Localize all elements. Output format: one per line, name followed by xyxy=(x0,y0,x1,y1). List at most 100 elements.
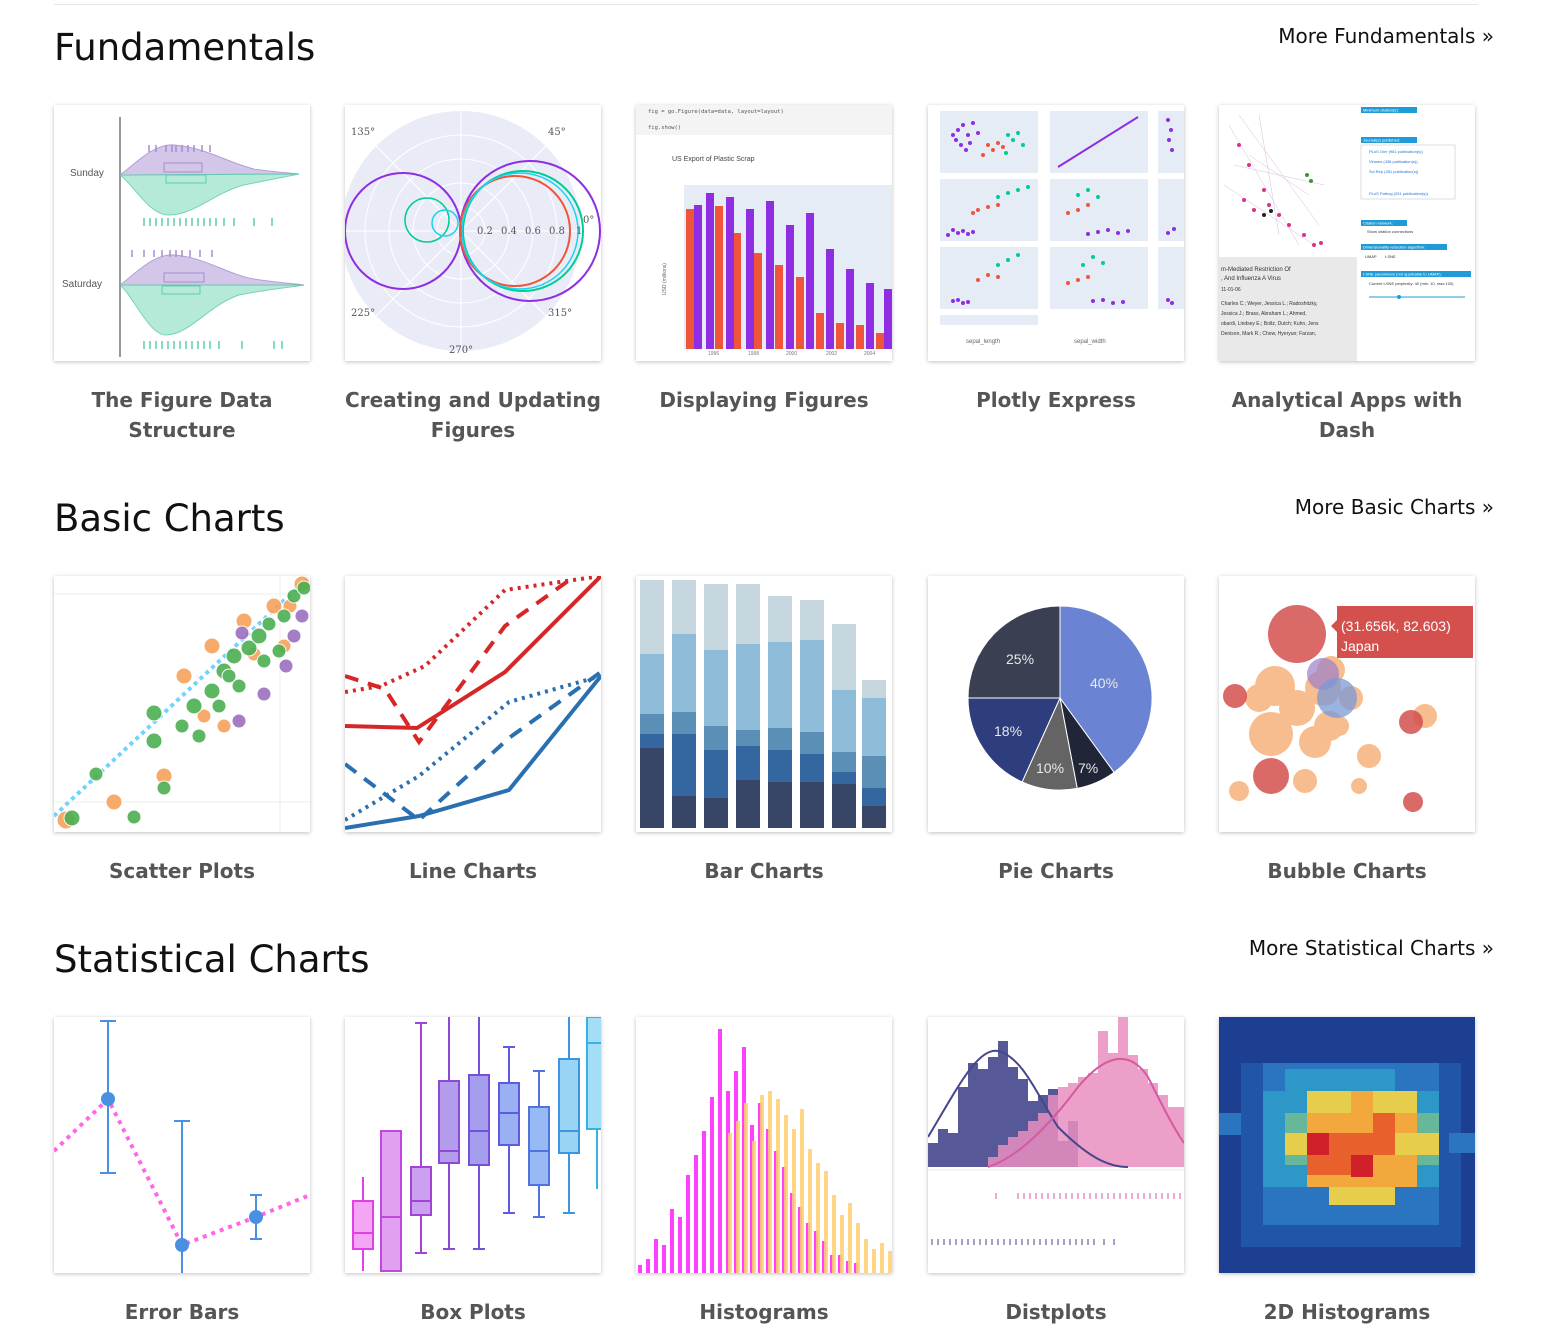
violin-thumbnail[interactable]: Sunday Saturday xyxy=(54,105,310,361)
paper-authors: Jessica J.; Brass, Abraham L.; Ahmed, xyxy=(1221,311,1307,317)
card-label[interactable]: Analytical Apps with Dash xyxy=(1231,388,1463,442)
box-plot-chart xyxy=(352,1017,601,1272)
bubble-tooltip-label: Japan xyxy=(1341,638,1379,654)
stacked-bar-thumbnail[interactable] xyxy=(636,576,892,832)
card-2d-histograms[interactable]: 2D Histograms xyxy=(1219,1017,1475,1327)
2d-histogram-thumbnail[interactable] xyxy=(1219,1017,1475,1273)
violin-label-sunday: Sunday xyxy=(70,168,104,179)
dash-app-thumbnail[interactable]: m-Mediated Restriction Of , And Influenz… xyxy=(1219,105,1475,361)
card-scatter-plots[interactable]: Scatter Plots xyxy=(54,576,310,886)
polar-radial-tick: 0.8 xyxy=(549,226,565,237)
card-label[interactable]: Plotly Express xyxy=(976,388,1136,412)
code-line: fig = go.Figure(data=data, layout=layout… xyxy=(648,109,784,115)
card-label[interactable]: Pie Charts xyxy=(998,859,1114,883)
card-figure-data-structure[interactable]: Sunday Saturday The Figure Data Stru xyxy=(54,105,310,445)
top-divider xyxy=(54,4,1478,5)
dash-radio-option: UMAP xyxy=(1365,254,1377,259)
pie-chart: 25% 40% 18% 10% 7% xyxy=(967,605,1153,791)
card-error-bars[interactable]: Error Bars xyxy=(54,1017,310,1327)
card-box-plots[interactable]: Box Plots xyxy=(345,1017,601,1327)
figure-ylabel: USD (millions) xyxy=(662,263,668,295)
card-analytical-apps-dash[interactable]: m-Mediated Restriction Of , And Influenz… xyxy=(1219,105,1475,445)
violin-chart: Sunday Saturday xyxy=(62,117,305,357)
paper-authors: Denison, Mark R.; Chow, Hyeryun; Farzan, xyxy=(1221,331,1316,337)
polar-thumbnail[interactable]: 135° 45° 0° 225° 315° 270° 0.2 0.4 0.6 0… xyxy=(345,105,601,361)
dash-control-label: Dimensionality reduction algorithm: xyxy=(1363,245,1425,250)
x-tick: 2000 xyxy=(786,351,797,357)
card-label[interactable]: 2D Histograms xyxy=(1263,1300,1431,1324)
dash-control-label: Journal(s) published: xyxy=(1363,138,1400,143)
paper-authors: Charles C.; Weyer, Jessica L.; Radoshitz… xyxy=(1221,301,1318,307)
bubble-tooltip-value: (31.656k, 82.603) xyxy=(1341,618,1451,634)
scatter-thumbnail[interactable] xyxy=(54,576,310,832)
dash-app-preview: m-Mediated Restriction Of , And Influenz… xyxy=(1219,107,1471,361)
paper-title: m-Mediated Restriction Of xyxy=(1221,267,1291,273)
card-label[interactable]: Error Bars xyxy=(124,1300,240,1324)
card-bar-charts[interactable]: Bar Charts xyxy=(636,576,892,886)
card-label[interactable]: The Figure Data Structure xyxy=(91,388,273,442)
card-line-charts[interactable]: Line Charts xyxy=(345,576,601,886)
pie-thumbnail[interactable]: 25% 40% 18% 10% 7% xyxy=(928,576,1184,832)
card-histograms[interactable]: Histograms xyxy=(636,1017,892,1327)
section-title-basic-charts: Basic Charts xyxy=(54,497,285,540)
displaying-figures-thumbnail[interactable]: fig = go.Figure(data=data, layout=layout… xyxy=(636,105,892,361)
x-tick: 1998 xyxy=(748,351,759,357)
card-label[interactable]: Bar Charts xyxy=(704,859,824,883)
stacked-bar-chart xyxy=(640,580,886,828)
bubble-thumbnail[interactable]: (31.656k, 82.603) Japan xyxy=(1219,576,1475,832)
journal-option: PLoS Pathog (251 publication(s)) xyxy=(1369,191,1429,196)
x-tick: 1996 xyxy=(708,351,719,357)
pie-slice-label: 18% xyxy=(994,723,1022,739)
card-label[interactable]: Bubble Charts xyxy=(1267,859,1427,883)
paper-date: 11-01-06 xyxy=(1221,287,1241,293)
card-label[interactable]: Box Plots xyxy=(420,1300,526,1324)
card-label[interactable]: Distplots xyxy=(1005,1300,1107,1324)
polar-radial-tick: 0.6 xyxy=(525,226,541,237)
card-label[interactable]: Displaying Figures xyxy=(659,388,869,412)
card-creating-updating-figures[interactable]: 135° 45° 0° 225° 315° 270° 0.2 0.4 0.6 0… xyxy=(345,105,601,445)
line-thumbnail[interactable] xyxy=(345,576,601,832)
more-fundamentals-link[interactable]: More Fundamentals » xyxy=(1278,24,1494,48)
violin-label-saturday: Saturday xyxy=(62,279,102,290)
polar-radial-tick: 0.4 xyxy=(501,226,517,237)
bar-figure-chart: fig = go.Figure(data=data, layout=layout… xyxy=(636,105,892,357)
card-label[interactable]: Histograms xyxy=(699,1300,829,1324)
distplot-chart xyxy=(928,1017,1184,1245)
dash-control-label: t-SNE parameters (not applicable to UMAP… xyxy=(1363,272,1442,277)
polar-angle-135: 135° xyxy=(351,127,375,138)
x-tick: 2004 xyxy=(864,351,875,357)
error-bars-thumbnail[interactable] xyxy=(54,1017,310,1273)
card-plotly-express[interactable]: sepal_length sepal_width Plotly Express xyxy=(928,105,1184,415)
polar-radial-tick: 0.2 xyxy=(477,226,493,237)
card-label[interactable]: Scatter Plots xyxy=(109,859,255,883)
paper-authors: obardi, Lindsey E.; Boltz, Dutch; Kuhn, … xyxy=(1221,321,1319,327)
more-statistical-charts-link[interactable]: More Statistical Charts » xyxy=(1248,936,1494,960)
card-pie-charts[interactable]: 25% 40% 18% 10% 7% Pie Charts xyxy=(928,576,1184,886)
box-plots-thumbnail[interactable] xyxy=(345,1017,601,1273)
x-tick: 2002 xyxy=(826,351,837,357)
polar-angle-270: 270° xyxy=(449,345,473,356)
plotly-express-thumbnail[interactable]: sepal_length sepal_width xyxy=(928,105,1184,361)
journal-option: Viruses (438 publication(s)) xyxy=(1369,159,1418,164)
section-title-statistical-charts: Statistical Charts xyxy=(54,938,370,981)
dash-control-label: Current t-SNE perplexity: 40 (min: 10, m… xyxy=(1369,281,1454,286)
polar-angle-225: 225° xyxy=(351,308,375,319)
card-bubble-charts[interactable]: (31.656k, 82.603) Japan Bubble Charts xyxy=(1219,576,1475,886)
paper-title: , And Influenza A Virus xyxy=(1221,276,1281,282)
polar-radial-tick: 1 xyxy=(576,226,582,237)
polar-chart: 135° 45° 0° 225° 315° 270° 0.2 0.4 0.6 0… xyxy=(345,111,601,356)
card-distplots[interactable]: Distplots xyxy=(928,1017,1184,1327)
histogram-thumbnail[interactable] xyxy=(636,1017,892,1273)
error-bars-chart xyxy=(54,1020,310,1273)
card-displaying-figures[interactable]: fig = go.Figure(data=data, layout=layout… xyxy=(636,105,892,415)
more-basic-charts-link[interactable]: More Basic Charts » xyxy=(1294,495,1494,519)
card-label[interactable]: Line Charts xyxy=(408,859,538,883)
scatter-matrix-chart: sepal_length sepal_width xyxy=(940,111,1184,345)
section-title-fundamentals: Fundamentals xyxy=(54,26,316,69)
line-chart xyxy=(345,576,601,830)
polar-angle-315: 315° xyxy=(548,308,572,319)
code-line: fig.show() xyxy=(648,125,681,131)
polar-angle-0: 0° xyxy=(583,215,594,226)
distplot-thumbnail[interactable] xyxy=(928,1017,1184,1273)
card-label[interactable]: Creating and Updating Figures xyxy=(345,388,601,442)
